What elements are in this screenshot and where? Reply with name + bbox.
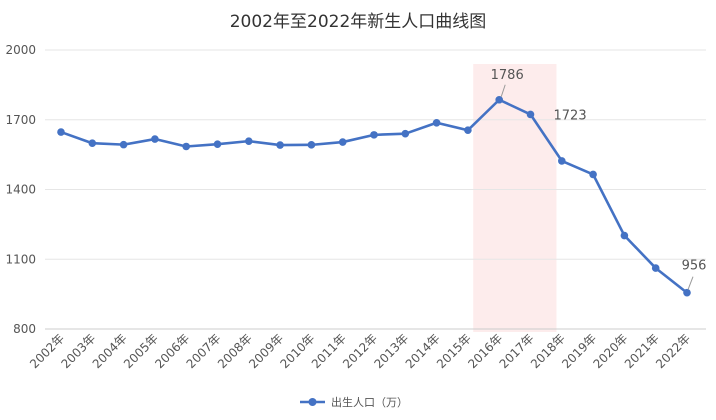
data-point[interactable] bbox=[370, 131, 378, 139]
y-tick-label: 2000 bbox=[5, 43, 36, 57]
highlight-band bbox=[473, 64, 557, 332]
data-point[interactable] bbox=[182, 142, 190, 151]
chart-title: 2002年至2022年新生人口曲线图 bbox=[230, 12, 487, 32]
data-point[interactable] bbox=[432, 118, 441, 127]
data-point[interactable] bbox=[589, 170, 597, 179]
data-point[interactable] bbox=[213, 140, 222, 148]
data-point[interactable] bbox=[464, 126, 472, 135]
x-tick-label: 2022年 bbox=[653, 331, 693, 371]
data-point[interactable] bbox=[620, 231, 629, 240]
data-point[interactable] bbox=[119, 140, 128, 149]
highlight-band-layer bbox=[473, 64, 557, 332]
data-labels: 1786 1723 956 bbox=[491, 68, 707, 290]
data-point[interactable] bbox=[526, 110, 535, 119]
legend[interactable]: 出生人口（万） bbox=[300, 395, 408, 409]
legend-dot-marker bbox=[308, 398, 317, 406]
data-point[interactable] bbox=[276, 141, 284, 149]
data-point[interactable] bbox=[558, 157, 566, 165]
data-point[interactable] bbox=[401, 129, 410, 138]
data-point[interactable] bbox=[88, 139, 97, 148]
data-point[interactable] bbox=[151, 135, 159, 143]
data-point[interactable] bbox=[683, 288, 691, 297]
data-point[interactable] bbox=[57, 128, 65, 136]
data-point[interactable] bbox=[245, 137, 253, 145]
data-point[interactable] bbox=[495, 95, 504, 104]
series-line bbox=[60, 98, 688, 294]
data-label: 1723 bbox=[554, 108, 587, 123]
gridlines bbox=[45, 49, 706, 330]
data-label-leader bbox=[500, 84, 506, 97]
data-point[interactable] bbox=[307, 141, 316, 149]
y-tick-label: 1400 bbox=[5, 183, 36, 197]
data-point[interactable] bbox=[338, 138, 347, 146]
data-point[interactable] bbox=[651, 264, 660, 272]
data-label-leader bbox=[687, 276, 694, 290]
y-axis-ticks: 800 1100 1400 1700 2000 bbox=[5, 43, 36, 336]
data-label: 1786 bbox=[491, 68, 524, 83]
y-tick-label: 1100 bbox=[5, 252, 36, 266]
y-tick-label: 800 bbox=[13, 322, 36, 336]
x-axis-ticks: 2002年2003年2004年2005年2006年2007年2008年2009年… bbox=[27, 331, 693, 371]
legend-label: 出生人口（万） bbox=[331, 395, 408, 409]
data-label: 956 bbox=[682, 259, 707, 274]
series-layer bbox=[57, 95, 691, 297]
y-tick-label: 1700 bbox=[5, 113, 36, 127]
